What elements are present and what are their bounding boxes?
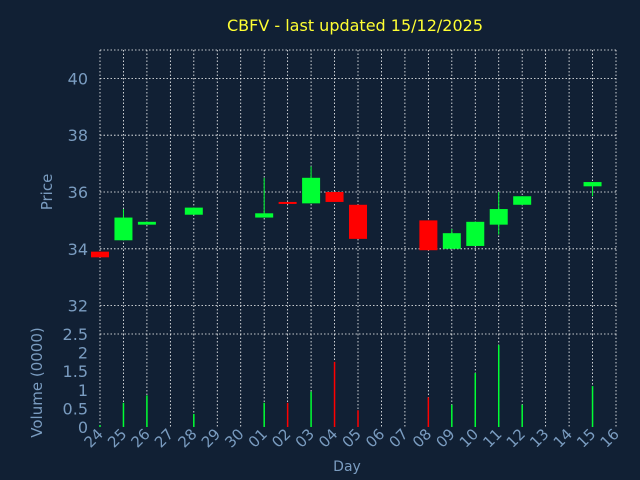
x-tick-label: 02 xyxy=(268,425,294,451)
candle-body xyxy=(255,213,274,218)
x-tick-label: 10 xyxy=(456,425,482,451)
candle-04 xyxy=(325,192,344,202)
candle-24 xyxy=(91,251,109,258)
volume-y-axis-label: Volume (0000) xyxy=(28,327,46,437)
candle-25 xyxy=(114,209,133,241)
price-y-axis-label: Price xyxy=(38,174,56,211)
price-y-tick-label: 34 xyxy=(68,240,88,259)
price-y-tick-label: 36 xyxy=(68,183,88,202)
candle-body xyxy=(489,209,508,225)
x-tick-label: 06 xyxy=(362,425,388,451)
candle-05 xyxy=(349,204,367,239)
x-tick-label: 15 xyxy=(573,425,599,451)
candle-body xyxy=(114,217,133,241)
volume-bar-26 xyxy=(146,395,148,427)
candle-10 xyxy=(466,221,485,246)
candle-body xyxy=(466,221,485,246)
x-ticks: 2425262728293001020304050607080910111213… xyxy=(81,425,623,451)
volume-bar-03 xyxy=(310,391,312,427)
x-tick-label: 27 xyxy=(151,425,177,451)
volume-bar-12 xyxy=(521,404,523,427)
volume-bar-11 xyxy=(497,345,500,427)
volume-bar-04 xyxy=(333,361,336,427)
candle-body xyxy=(91,251,109,258)
x-tick-label: 16 xyxy=(597,425,623,451)
x-tick-label: 07 xyxy=(386,425,412,451)
candle-body xyxy=(325,192,344,202)
candle-08 xyxy=(419,220,438,251)
candle-body xyxy=(419,220,438,251)
x-tick-label: 11 xyxy=(479,425,505,451)
volume-y-tick-label: 1 xyxy=(78,381,88,400)
candles xyxy=(91,166,602,258)
x-tick-label: 28 xyxy=(174,425,200,451)
volume-bar-09 xyxy=(451,404,453,427)
candle-body xyxy=(442,233,461,249)
candle-body xyxy=(278,201,297,204)
volume-y-ticks: 00.511.522.5 xyxy=(63,325,88,437)
volume-bar-05 xyxy=(357,410,359,427)
volume-y-tick-label: 0.5 xyxy=(63,399,88,418)
volume-bars xyxy=(99,345,594,427)
volume-bar-10 xyxy=(474,373,477,427)
volume-y-tick-label: 2 xyxy=(78,344,88,363)
x-tick-label: 04 xyxy=(315,425,341,451)
x-tick-label: 05 xyxy=(339,425,365,451)
volume-bar-15 xyxy=(591,386,594,427)
price-y-tick-label: 38 xyxy=(68,126,88,145)
candle-body xyxy=(184,207,203,215)
candle-12 xyxy=(513,196,532,205)
candle-09 xyxy=(442,228,461,249)
candle-body xyxy=(349,204,367,239)
x-tick-label: 08 xyxy=(409,425,435,451)
price-grid xyxy=(99,49,617,335)
candle-02 xyxy=(278,201,297,204)
price-y-ticks: 32 34 36 38 40 xyxy=(68,69,88,315)
volume-y-tick-label: 2.5 xyxy=(63,325,88,344)
price-y-tick-label: 40 xyxy=(68,69,88,88)
price-y-tick-label: 32 xyxy=(68,297,88,316)
candle-15 xyxy=(583,182,602,197)
x-tick-label: 13 xyxy=(526,425,552,451)
volume-bar-02 xyxy=(286,402,289,427)
x-tick-label: 25 xyxy=(104,425,130,451)
x-tick-label: 09 xyxy=(432,425,458,451)
chart-title: CBFV - last updated 15/12/2025 xyxy=(227,16,483,35)
x-tick-label: 01 xyxy=(245,425,271,451)
candle-body xyxy=(137,221,156,225)
volume-bar-08 xyxy=(427,397,430,427)
volume-bar-01 xyxy=(263,402,265,427)
x-tick-label: 14 xyxy=(550,425,576,451)
x-tick-label: 26 xyxy=(128,425,154,451)
candle-11 xyxy=(489,192,508,235)
volume-bar-25 xyxy=(122,402,125,427)
volume-bar-28 xyxy=(193,413,195,427)
x-tick-label: 30 xyxy=(221,425,247,451)
candle-03 xyxy=(302,166,321,204)
volume-y-tick-label: 1.5 xyxy=(63,362,88,381)
x-tick-label: 12 xyxy=(503,425,529,451)
x-tick-label: 29 xyxy=(198,425,224,451)
candle-01 xyxy=(255,177,274,218)
candle-body xyxy=(513,196,532,205)
x-axis-label: Day xyxy=(333,459,361,475)
volume-bar-24 xyxy=(99,425,101,427)
candle-28 xyxy=(184,207,203,215)
x-tick-label: 03 xyxy=(292,425,318,451)
candle-26 xyxy=(137,221,156,225)
candle-body xyxy=(302,177,321,204)
volume-y-tick-label: 0 xyxy=(78,418,88,437)
candle-body xyxy=(583,182,602,187)
